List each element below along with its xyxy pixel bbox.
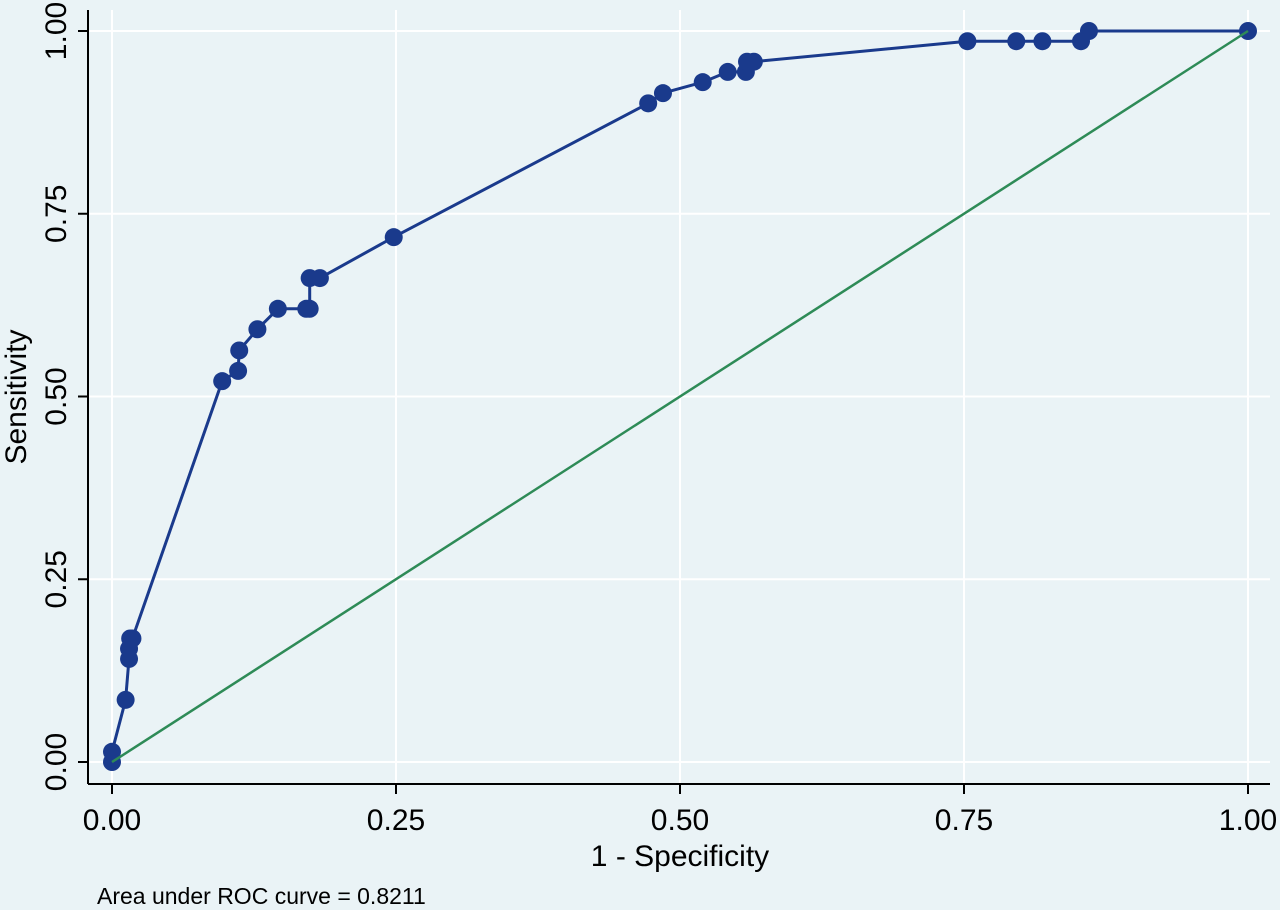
reference-diagonal-line (111, 29, 1249, 764)
x-tick-label: 0.25 (367, 804, 425, 837)
roc-point (693, 73, 712, 92)
roc-point (229, 361, 248, 380)
roc-point (639, 94, 658, 113)
x-tick-label: 0.00 (83, 804, 141, 837)
roc-point (213, 372, 232, 391)
roc-point (103, 742, 121, 761)
y-tick-label: 0.00 (40, 733, 73, 791)
roc-point (123, 629, 142, 648)
roc-point (230, 341, 249, 360)
roc-point (1033, 32, 1052, 51)
x-tick-label: 0.50 (651, 804, 709, 837)
roc-point (1007, 32, 1026, 51)
roc-point (300, 299, 319, 318)
roc-point (384, 228, 403, 247)
roc-point (248, 320, 267, 339)
y-tick-label: 1.00 (40, 2, 73, 60)
x-tick-label: 1.00 (1219, 804, 1277, 837)
auc-annotation: Area under ROC curve = 0.8211 (97, 883, 426, 909)
roc-point (116, 690, 135, 709)
x-axis-title: 1 - Specificity (591, 840, 769, 873)
x-tick-label: 0.75 (935, 804, 993, 837)
roc-point (310, 269, 329, 288)
roc-point (268, 299, 287, 318)
roc-point (653, 84, 672, 103)
y-tick-label: 0.50 (40, 367, 73, 425)
y-tick-label: 0.25 (40, 550, 73, 608)
ticks: 0.00 0.25 0.50 0.75 1.00 0.00 0.25 0.50 0.75 1.00 (40, 2, 1277, 837)
series-layer (103, 22, 1257, 771)
y-axis-title: Sensitivity (0, 329, 33, 464)
roc-point (958, 32, 977, 51)
roc-point (744, 52, 763, 71)
roc-point (1079, 22, 1098, 40)
roc-point (718, 62, 737, 81)
y-tick-label: 0.75 (40, 185, 73, 243)
